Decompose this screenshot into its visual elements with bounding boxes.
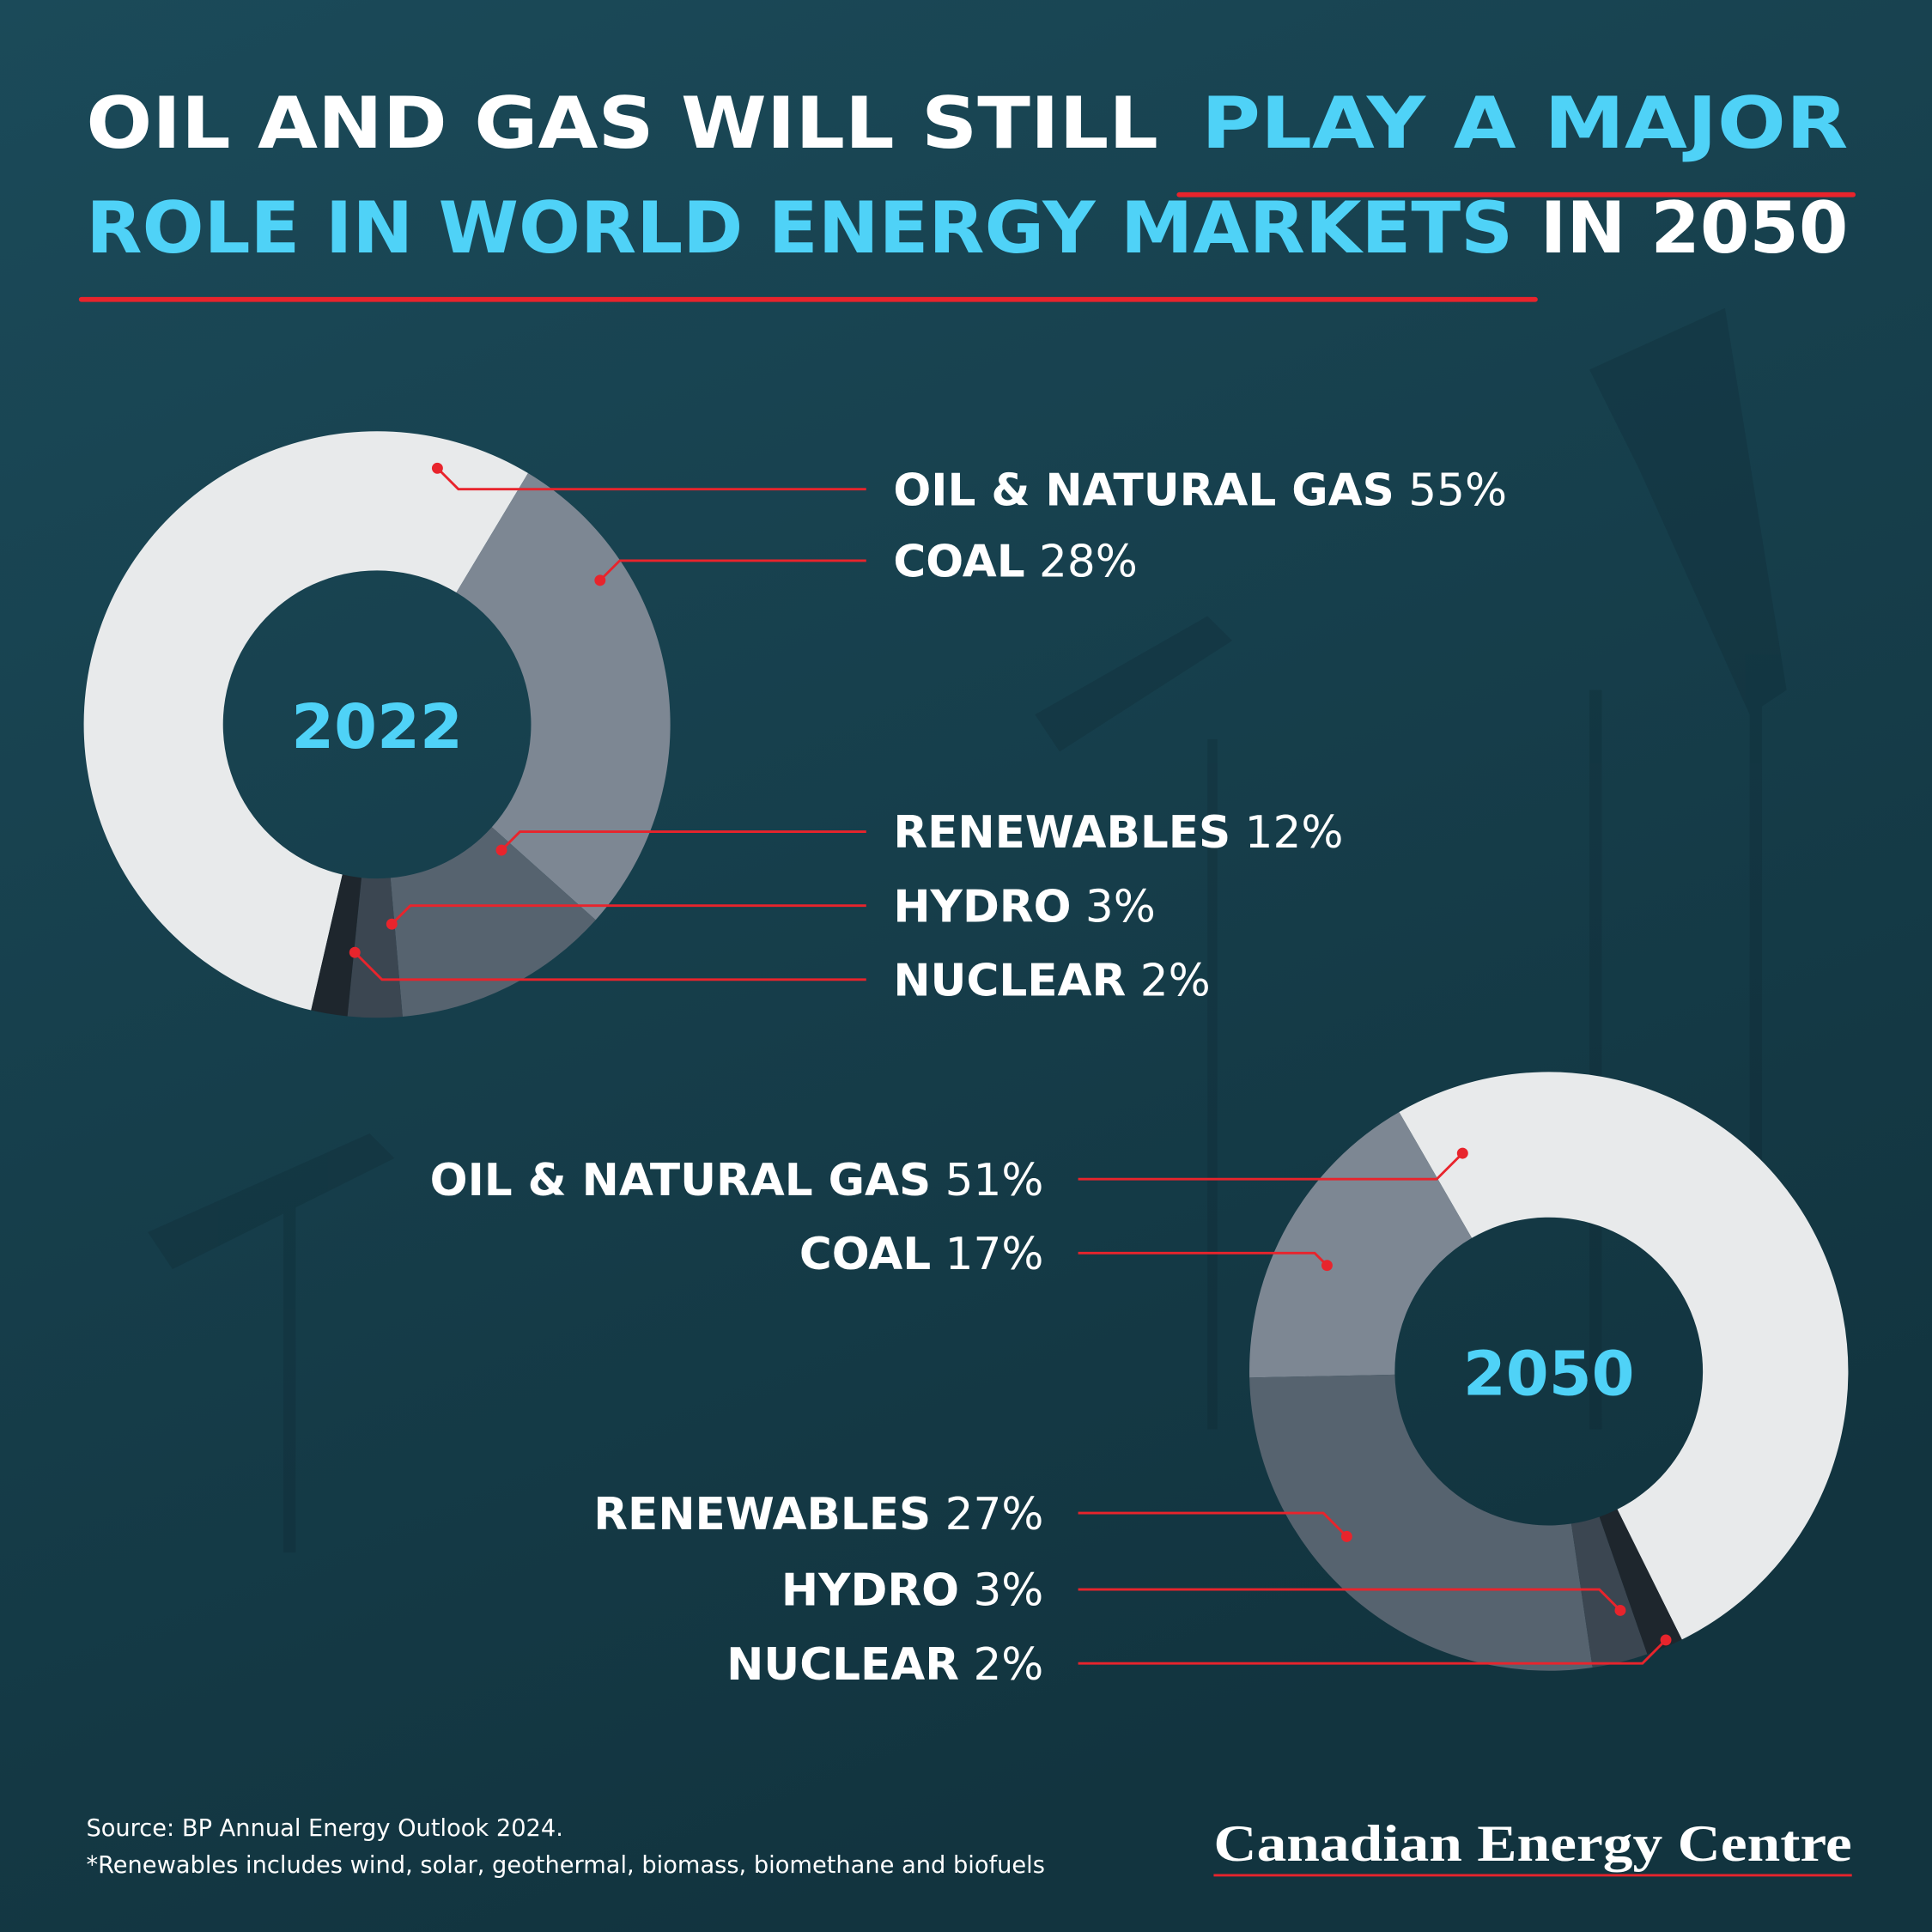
- leader-dot: [1321, 1260, 1333, 1272]
- donut-slice: [1399, 1072, 1849, 1640]
- logo: Canadian Energy Centre: [1213, 1815, 1851, 1873]
- slice-name: RENEWABLES: [893, 807, 1230, 859]
- leader-line: [354, 951, 866, 981]
- title-part: OIL AND GAS WILL STILL: [86, 82, 1157, 165]
- leader-line: [1078, 1152, 1464, 1181]
- slice-value: 2%: [1140, 955, 1211, 1006]
- slice-name: COAL: [799, 1229, 931, 1280]
- slice-label: COAL 28%: [893, 537, 1138, 588]
- slice-label: OIL & NATURAL GAS 55%: [893, 465, 1507, 516]
- leader-dot: [594, 574, 606, 586]
- slice-name: RENEWABLES: [593, 1489, 931, 1540]
- note: *Renewables includes wind, solar, geothe…: [86, 1852, 1045, 1879]
- slice-value: 12%: [1245, 807, 1344, 859]
- donut-slice: [311, 874, 361, 1017]
- leader-line: [436, 467, 866, 491]
- slice-label: COAL 17%: [799, 1229, 1044, 1280]
- slice-label: RENEWABLES 12%: [893, 807, 1343, 859]
- leader-line: [391, 904, 866, 926]
- donut-slice: [390, 827, 596, 1017]
- slice-value: 2%: [973, 1639, 1043, 1691]
- leader-dot: [1660, 1634, 1672, 1646]
- leader-line: [598, 559, 866, 581]
- leader-dot: [495, 844, 507, 856]
- leader-dot: [386, 918, 398, 930]
- leader-line: [1078, 1511, 1348, 1538]
- donut-slice: [83, 431, 528, 1011]
- slice-name: NUCLEAR: [726, 1639, 959, 1691]
- donut-slice: [1599, 1509, 1682, 1655]
- donut-slice: [456, 473, 671, 920]
- slice-label: NUCLEAR 2%: [726, 1639, 1043, 1691]
- leader-dot: [1614, 1605, 1626, 1616]
- donut-center-label: 2050: [1463, 1337, 1635, 1409]
- leader-dot: [349, 946, 361, 958]
- donut-slice: [347, 878, 403, 1018]
- slice-name: HYDRO: [781, 1565, 959, 1617]
- source: Source: BP Annual Energy Outlook 2024.: [86, 1815, 562, 1842]
- slice-name: HYDRO: [893, 881, 1071, 933]
- donut-slice: [1571, 1516, 1648, 1668]
- slice-name: OIL & NATURAL GAS: [430, 1155, 932, 1206]
- slice-value: 27%: [945, 1489, 1044, 1540]
- slice-name: OIL & NATURAL GAS: [893, 465, 1394, 516]
- slice-name: COAL: [893, 537, 1024, 588]
- slice-value: 51%: [945, 1155, 1044, 1206]
- slice-label: NUCLEAR 2%: [893, 955, 1210, 1006]
- slice-value: 3%: [1085, 881, 1156, 933]
- donut-center-label: 2022: [291, 690, 463, 762]
- leader-dot: [1340, 1530, 1352, 1542]
- slice-value: 17%: [945, 1229, 1044, 1280]
- title-part: ROLE IN WORLD ENERGY MARKETS: [86, 186, 1513, 270]
- pumpjack-silhouettes: [148, 307, 1787, 1553]
- leader-line: [1078, 1588, 1621, 1612]
- title-part: PLAY A MAJOR: [1201, 82, 1848, 165]
- slice-value: 3%: [973, 1565, 1043, 1617]
- slice-label: RENEWABLES 27%: [593, 1489, 1043, 1540]
- slice-label: OIL & NATURAL GAS 51%: [430, 1155, 1044, 1206]
- donut-slice: [1249, 1374, 1593, 1671]
- slice-label: HYDRO 3%: [893, 881, 1156, 933]
- leader-line: [501, 830, 866, 852]
- leader-dot: [1456, 1147, 1468, 1159]
- leader-line: [1078, 1251, 1328, 1267]
- leader-line: [1078, 1638, 1668, 1665]
- title-part: IN 2050: [1540, 186, 1849, 270]
- slice-label: HYDRO 3%: [781, 1565, 1044, 1617]
- slice-name: NUCLEAR: [893, 955, 1126, 1006]
- leader-dot: [431, 462, 443, 474]
- slice-value: 28%: [1039, 537, 1138, 588]
- slice-value: 55%: [1408, 465, 1507, 516]
